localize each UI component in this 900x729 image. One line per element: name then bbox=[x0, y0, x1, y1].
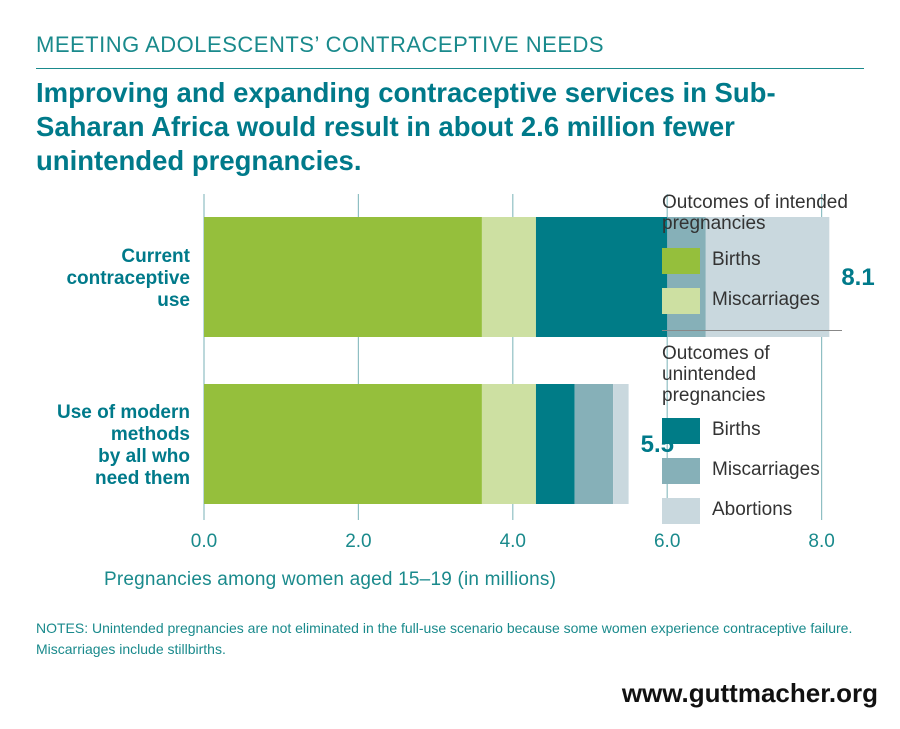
bar-segment bbox=[481, 384, 536, 504]
legend-label: Births bbox=[712, 419, 761, 440]
bar-segment bbox=[535, 384, 575, 504]
bar-segment bbox=[204, 217, 482, 337]
headline: Improving and expanding contraceptive se… bbox=[36, 77, 776, 176]
legend-item-unintended-miscarriages: Miscarriages bbox=[662, 452, 862, 492]
legend-item-intended-births: Births bbox=[662, 242, 862, 282]
legend-item-unintended-births: Births bbox=[662, 412, 862, 452]
bar-segment bbox=[535, 217, 668, 337]
total-label: 8.1 bbox=[841, 264, 874, 291]
x-tick-label: 4.0 bbox=[500, 531, 526, 552]
legend-swatch bbox=[662, 288, 700, 314]
x-tick-label: 2.0 bbox=[345, 531, 371, 552]
legend-swatch bbox=[662, 458, 700, 484]
legend-label: Miscarriages bbox=[712, 459, 820, 480]
legend-group1-title: Outcomes of intended pregnancies bbox=[662, 192, 848, 234]
category-label: Current contraceptive use bbox=[66, 246, 190, 311]
kicker: MEETING ADOLESCENTS’ CONTRACEPTIVE NEEDS bbox=[36, 32, 605, 57]
legend: Outcomes of intended pregnancies Births … bbox=[662, 192, 862, 532]
legend-label: Births bbox=[712, 249, 761, 270]
legend-swatch bbox=[662, 498, 700, 524]
x-axis-label: Pregnancies among women aged 15–19 (in m… bbox=[104, 569, 557, 590]
legend-item-intended-miscarriages: Miscarriages bbox=[662, 282, 862, 322]
legend-group2-title: Outcomes of unintended pregnancies bbox=[662, 343, 770, 406]
legend-divider bbox=[662, 330, 842, 331]
legend-item-unintended-abortions: Abortions bbox=[662, 492, 862, 532]
legend-swatch bbox=[662, 248, 700, 274]
category-label: Use of modern methods by all who need them bbox=[57, 402, 190, 489]
notes: NOTES: Unintended pregnancies are not el… bbox=[36, 620, 853, 657]
bar-segment bbox=[613, 384, 629, 504]
bar-segment bbox=[204, 384, 482, 504]
bar-segment bbox=[481, 217, 536, 337]
x-tick-label: 8.0 bbox=[808, 531, 834, 552]
bar-segment bbox=[705, 217, 830, 337]
source-url[interactable]: www.guttmacher.org bbox=[621, 678, 878, 708]
legend-swatch bbox=[662, 418, 700, 444]
bar-segment bbox=[574, 384, 614, 504]
bar-segment bbox=[667, 217, 706, 337]
x-tick-label: 0.0 bbox=[191, 531, 217, 552]
legend-label: Abortions bbox=[712, 499, 793, 520]
x-tick-label: 6.0 bbox=[654, 531, 680, 552]
top-rule bbox=[36, 68, 864, 69]
legend-label: Miscarriages bbox=[712, 289, 820, 310]
